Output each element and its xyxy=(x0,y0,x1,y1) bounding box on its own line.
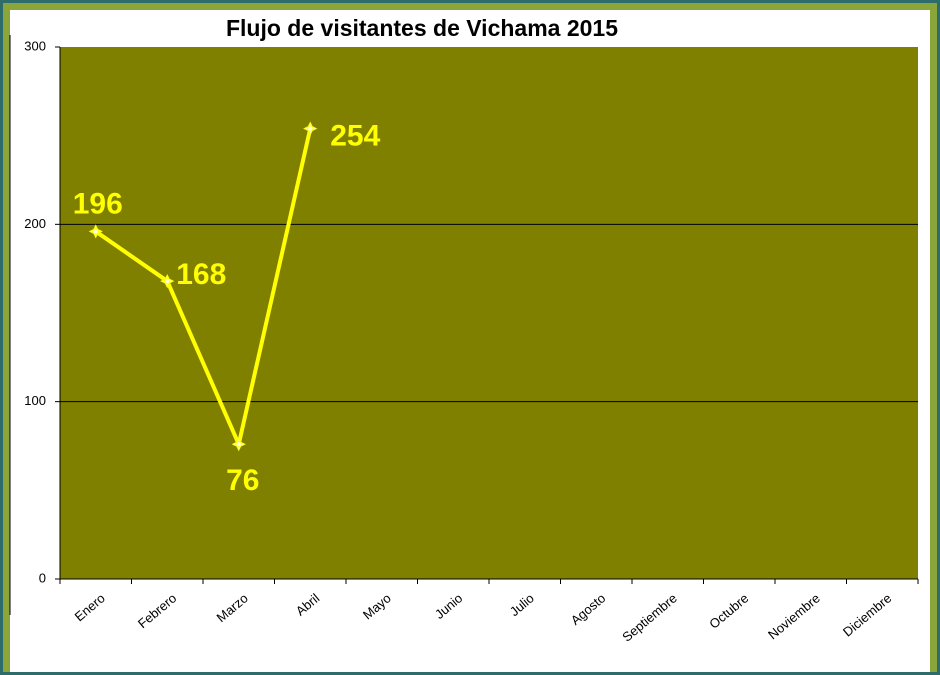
marker xyxy=(231,437,246,452)
y-tick-label: 100 xyxy=(24,393,46,408)
y-tick-label: 0 xyxy=(39,570,46,585)
line xyxy=(94,128,313,447)
chart-title: Flujo de visitantes de Vichama 2015 xyxy=(226,15,618,41)
data-label: 76 xyxy=(226,464,259,497)
data-label: 168 xyxy=(176,258,226,291)
marker xyxy=(160,273,175,289)
y-tick-label: 200 xyxy=(24,216,46,231)
y-tick-label: 300 xyxy=(24,38,46,53)
marker xyxy=(88,224,103,239)
data-label: 196 xyxy=(73,187,123,220)
data-label: 254 xyxy=(330,119,380,152)
marker xyxy=(303,121,318,136)
plot-area xyxy=(60,47,918,579)
